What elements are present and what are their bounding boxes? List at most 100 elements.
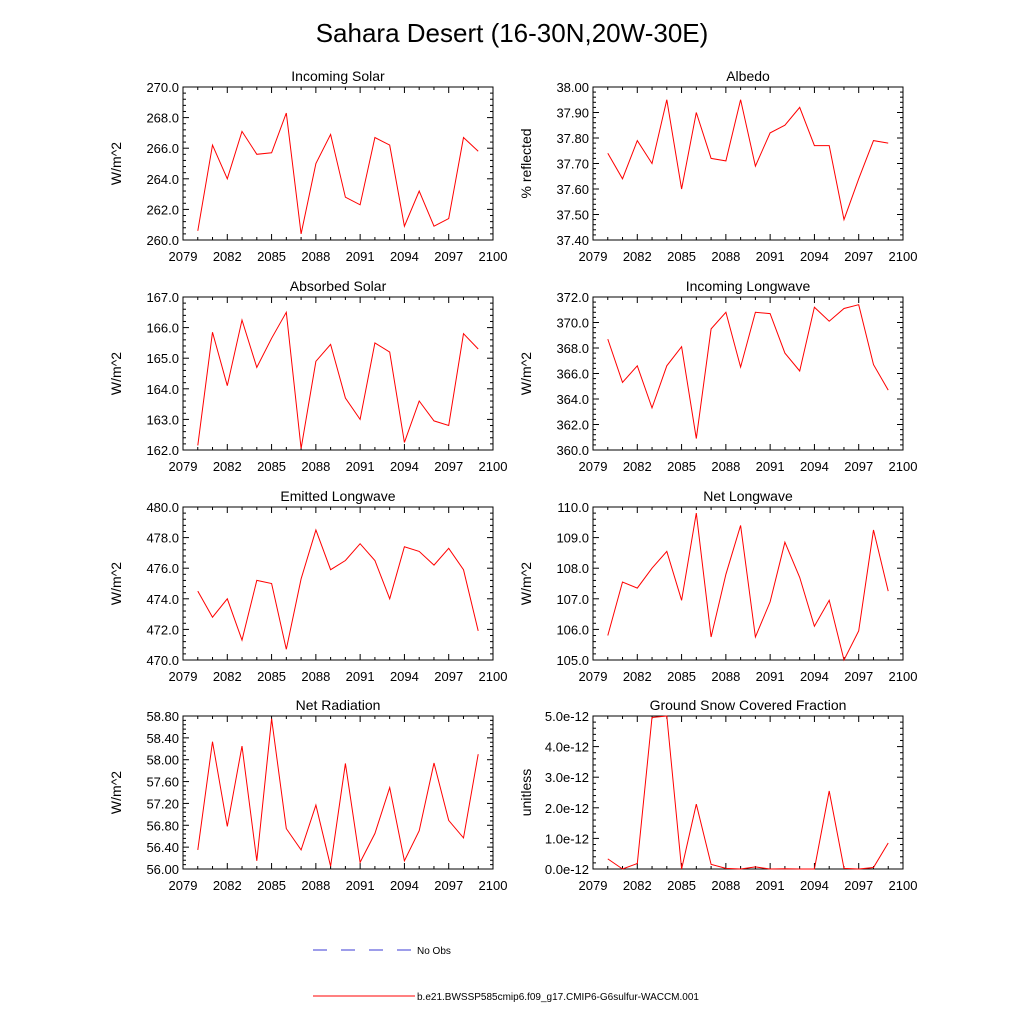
y-axis-label: W/m^2 bbox=[518, 562, 534, 605]
x-tick-label: 2094 bbox=[800, 669, 829, 684]
x-tick-label: 2097 bbox=[844, 249, 873, 264]
panel-title: Net Radiation bbox=[296, 697, 381, 713]
y-axis-label: W/m^2 bbox=[108, 771, 124, 814]
x-tick-label: 2085 bbox=[257, 669, 286, 684]
y-tick-label: 260.0 bbox=[146, 233, 179, 248]
x-tick-label: 2097 bbox=[434, 669, 463, 684]
x-tick-label: 2097 bbox=[844, 878, 873, 893]
panel-absorbed-solar: Absorbed Solar W/m^2 162.0 163.0 164.0 165.0 1… bbox=[108, 278, 507, 474]
x-tick-label: 2082 bbox=[623, 878, 652, 893]
y-axis-label: % reflected bbox=[518, 128, 534, 198]
y-tick-label: 2.0e-12 bbox=[545, 801, 589, 816]
panel-net-longwave: Net Longwave W/m^2 105.0 106.0 107.0 108.0 109… bbox=[518, 488, 917, 684]
x-tick-label: 2094 bbox=[390, 669, 419, 684]
y-tick-label: 56.40 bbox=[146, 840, 179, 855]
x-tick-label: 2100 bbox=[479, 878, 508, 893]
y-tick-label: 37.70 bbox=[556, 157, 589, 172]
x-tick-label: 2094 bbox=[390, 459, 419, 474]
x-tick-label: 2082 bbox=[623, 459, 652, 474]
y-tick-label: 262.0 bbox=[146, 202, 179, 217]
y-tick-label: 366.0 bbox=[556, 367, 589, 382]
x-tick-label: 2100 bbox=[889, 249, 918, 264]
y-tick-label: 37.80 bbox=[556, 131, 589, 146]
y-tick-label: 38.00 bbox=[556, 80, 589, 95]
panel-title: Absorbed Solar bbox=[290, 278, 387, 294]
plot-frame bbox=[592, 86, 904, 241]
x-tick-label: 2082 bbox=[623, 669, 652, 684]
x-tick-label: 2094 bbox=[390, 249, 419, 264]
y-tick-label: 164.0 bbox=[146, 382, 179, 397]
y-tick-label: 57.60 bbox=[146, 775, 179, 790]
x-tick-label: 2091 bbox=[756, 459, 785, 474]
x-tick-label: 2085 bbox=[667, 459, 696, 474]
series-line bbox=[607, 99, 889, 222]
x-tick-label: 2082 bbox=[213, 459, 242, 474]
y-tick-label: 478.0 bbox=[146, 531, 179, 546]
x-tick-label: 2091 bbox=[346, 249, 375, 264]
x-tick-label: 2085 bbox=[667, 249, 696, 264]
panel-emitted-longwave: Emitted Longwave W/m^2 470.0 472.0 474.0 476.… bbox=[108, 488, 507, 684]
x-tick-label: 2091 bbox=[346, 878, 375, 893]
y-tick-label: 56.80 bbox=[146, 818, 179, 833]
x-tick-label: 2082 bbox=[213, 249, 242, 264]
y-tick-label: 110.0 bbox=[557, 500, 589, 515]
x-tick-label: 2085 bbox=[257, 878, 286, 893]
y-axis-label: unitless bbox=[518, 769, 534, 816]
y-tick-label: 58.80 bbox=[146, 709, 179, 724]
y-tick-label: 105.0 bbox=[556, 653, 589, 668]
y-tick-label: 480.0 bbox=[146, 500, 179, 515]
panels-group: Incoming Solar W/m^2 260.0 262.0 264.0 266.0 2… bbox=[108, 68, 917, 893]
x-tick-label: 2088 bbox=[301, 878, 330, 893]
x-tick-label: 2085 bbox=[257, 459, 286, 474]
legend: No Obs b.e21.BWSSP585cmip6.f09_g17.CMIP6… bbox=[313, 946, 699, 1003]
x-tick-label: 2079 bbox=[169, 459, 198, 474]
x-tick-label: 2091 bbox=[756, 878, 785, 893]
panel-net-radiation: Net Radiation W/m^2 56.00 56.40 56.80 57.20 57… bbox=[108, 697, 507, 893]
x-tick-label: 2079 bbox=[579, 249, 608, 264]
x-tick-label: 2088 bbox=[711, 878, 740, 893]
panel-albedo: Albedo % reflected 37.40 37.50 37.60 37.70 37.… bbox=[518, 68, 917, 264]
x-tick-label: 2088 bbox=[711, 459, 740, 474]
x-tick-label: 2088 bbox=[711, 249, 740, 264]
x-tick-label: 2100 bbox=[479, 249, 508, 264]
panel-incoming-longwave: Incoming Longwave W/m^2 360.0 362.0 364.0 366… bbox=[518, 278, 917, 474]
legend-model-label: b.e21.BWSSP585cmip6.f09_g17.CMIP6-G6sulf… bbox=[417, 992, 699, 1003]
y-tick-label: 56.00 bbox=[146, 862, 179, 877]
x-tick-label: 2079 bbox=[169, 249, 198, 264]
y-tick-label: 362.0 bbox=[556, 418, 589, 433]
x-tick-label: 2097 bbox=[434, 249, 463, 264]
y-tick-label: 372.0 bbox=[556, 290, 589, 305]
y-tick-label: 37.40 bbox=[556, 233, 589, 248]
series-line bbox=[607, 304, 889, 439]
x-tick-label: 2097 bbox=[434, 878, 463, 893]
y-tick-label: 37.50 bbox=[556, 208, 589, 223]
x-tick-label: 2091 bbox=[756, 669, 785, 684]
x-tick-label: 2088 bbox=[301, 459, 330, 474]
x-tick-label: 2088 bbox=[301, 669, 330, 684]
y-tick-label: 165.0 bbox=[146, 351, 179, 366]
plot-frame bbox=[182, 296, 494, 451]
y-tick-label: 3.0e-12 bbox=[545, 770, 589, 785]
plot-frame bbox=[182, 715, 494, 870]
series-line bbox=[607, 513, 889, 662]
y-axis-label: W/m^2 bbox=[108, 352, 124, 395]
x-tick-label: 2091 bbox=[346, 669, 375, 684]
y-tick-label: 108.0 bbox=[556, 561, 589, 576]
y-tick-label: 360.0 bbox=[556, 443, 589, 458]
y-tick-label: 57.20 bbox=[146, 796, 179, 811]
series-line bbox=[197, 718, 479, 867]
x-tick-label: 2082 bbox=[213, 669, 242, 684]
series-line bbox=[197, 310, 479, 449]
x-tick-label: 2094 bbox=[800, 249, 829, 264]
y-tick-label: 5.0e-12 bbox=[545, 709, 589, 724]
y-tick-label: 270.0 bbox=[146, 80, 179, 95]
panel-title: Net Longwave bbox=[703, 488, 793, 504]
y-tick-label: 266.0 bbox=[146, 141, 179, 156]
x-tick-label: 2091 bbox=[756, 249, 785, 264]
plot-frame bbox=[182, 506, 494, 661]
x-tick-label: 2091 bbox=[346, 459, 375, 474]
y-tick-label: 109.0 bbox=[556, 531, 589, 546]
x-tick-label: 2100 bbox=[889, 459, 918, 474]
y-tick-label: 368.0 bbox=[556, 341, 589, 356]
